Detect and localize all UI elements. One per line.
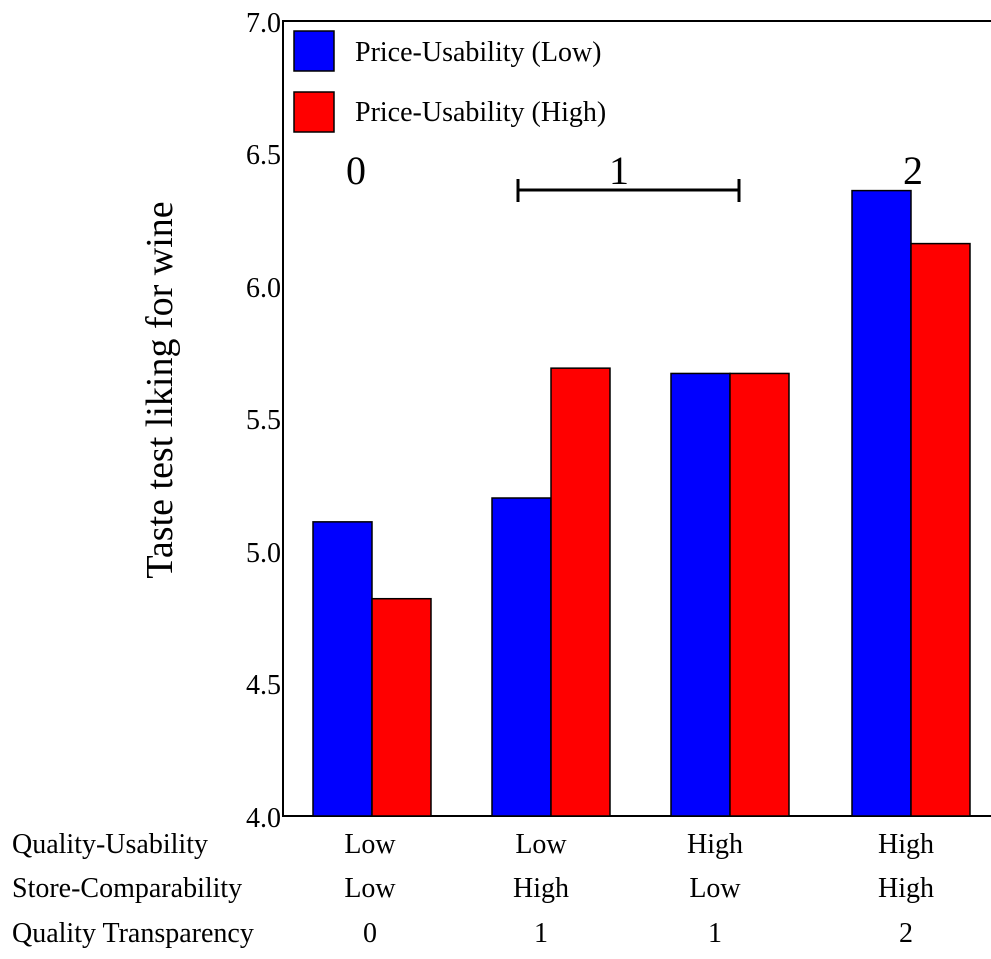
bar-high-2 — [550, 367, 611, 817]
bar-low-3 — [670, 372, 731, 817]
cell: Low — [515, 829, 567, 860]
bracket-1 — [516, 179, 741, 202]
bar-low-4 — [851, 189, 912, 817]
cell: 1 — [534, 918, 548, 949]
bar-high-3 — [729, 372, 790, 817]
y-tick-label: 5.5 — [246, 405, 281, 436]
row-label-quality-usability: Quality-Usability — [12, 829, 208, 860]
group-label-0: 0 — [346, 148, 366, 193]
cell: High — [687, 829, 743, 860]
bars-group — [312, 189, 971, 817]
cell: Low — [344, 829, 396, 860]
bar-low-2 — [491, 497, 552, 817]
y-tick-label: 5.0 — [246, 538, 281, 569]
plot-area — [282, 20, 991, 817]
row-label-quality-transparency: Quality Transparency — [12, 918, 254, 949]
cell: High — [878, 829, 934, 860]
cell: Low — [689, 873, 741, 904]
y-tick-label: 4.5 — [246, 670, 281, 701]
cell: 0 — [363, 918, 377, 949]
legend: Price-Usability (Low) Price-Usability (H… — [293, 30, 606, 133]
bar-high-1 — [371, 597, 432, 817]
factor-table: Quality-Usability Low Low High High Stor… — [12, 829, 934, 949]
y-tick-label: 7.0 — [246, 8, 281, 39]
cell: Low — [344, 873, 396, 904]
cell: High — [513, 873, 569, 904]
y-tick-label: 4.0 — [246, 803, 281, 834]
cell: 2 — [899, 918, 913, 949]
legend-label-high: Price-Usability (High) — [355, 97, 606, 128]
row-label-store-comparability: Store-Comparability — [12, 873, 242, 904]
cell: High — [878, 873, 934, 904]
y-tick-label: 6.0 — [246, 273, 281, 304]
bar-high-4 — [910, 242, 971, 817]
legend-label-low: Price-Usability (Low) — [355, 37, 602, 68]
y-axis-label: Taste test liking for wine — [139, 201, 181, 578]
bar-low-1 — [312, 521, 373, 817]
group-label-1: 1 — [609, 148, 629, 193]
legend-swatch-low — [293, 30, 335, 72]
legend-swatch-high — [293, 91, 335, 133]
y-axis-ticks: 4.0 4.5 5.0 5.5 6.0 6.5 7.0 — [246, 8, 281, 834]
group-label-2: 2 — [903, 148, 923, 193]
y-tick-label: 6.5 — [246, 140, 281, 171]
cell: 1 — [708, 918, 722, 949]
